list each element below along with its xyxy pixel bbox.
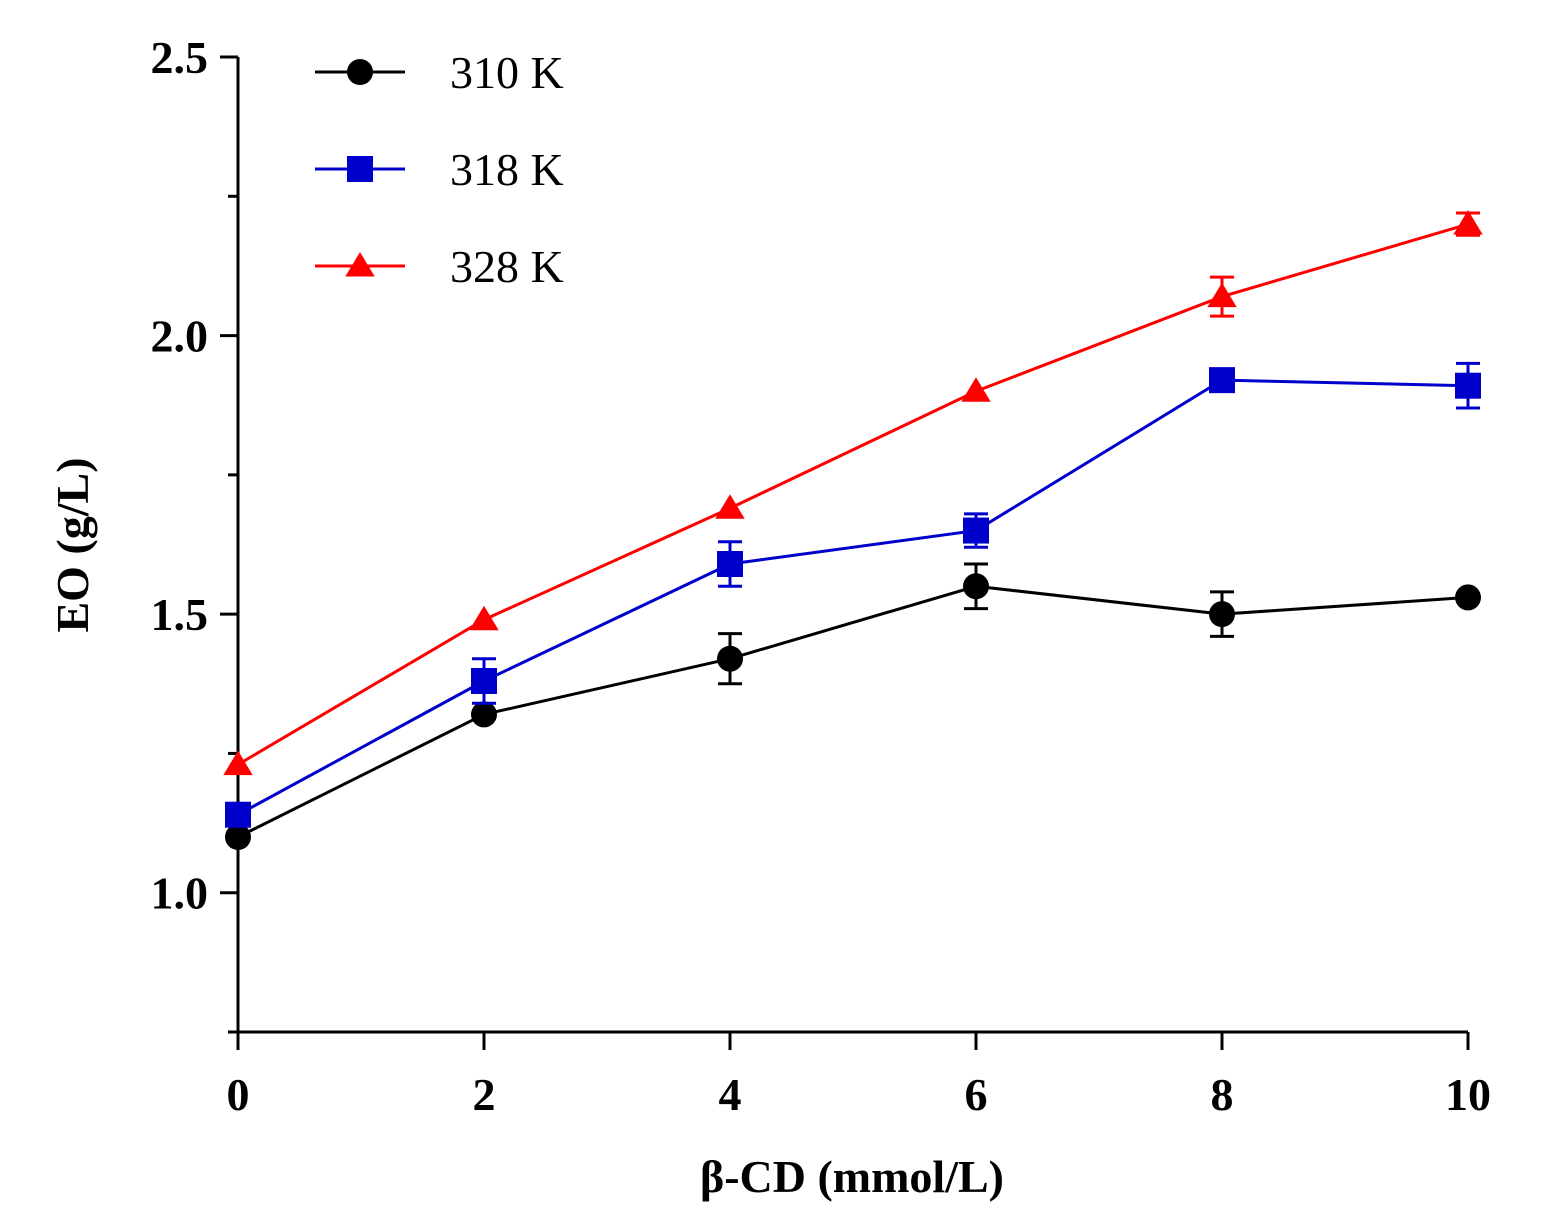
x-tick-label: 2 [473, 1069, 496, 1120]
axes: 1.0 1.5 2.0 2.5 0 2 4 6 8 10 [151, 32, 1492, 1120]
data-point [715, 494, 745, 519]
legend-label: 328 K [450, 241, 564, 292]
data-point [223, 750, 253, 776]
data-point [469, 605, 499, 631]
series-line [237, 584, 1469, 839]
data-point [225, 801, 251, 828]
x-tick-label: 6 [965, 1069, 988, 1120]
y-axis-title: EO (g/L) [47, 457, 98, 632]
data-point [1209, 601, 1235, 628]
y-tick-label: 1.0 [151, 868, 209, 919]
x-tick-label: 0 [227, 1069, 250, 1120]
data-point [961, 377, 991, 402]
series-310-k [225, 562, 1481, 850]
legend: 310 K 318 K 328 K [315, 47, 564, 292]
data-point [717, 645, 743, 672]
x-tick-label: 4 [719, 1069, 742, 1120]
data-point [1207, 282, 1237, 308]
data-point [1453, 210, 1483, 235]
series-328-k [223, 210, 1483, 776]
legend-label: 310 K [450, 47, 564, 98]
legend-item: 318 K [315, 144, 564, 195]
data-point [1455, 372, 1481, 399]
data-point [471, 668, 497, 694]
data-point [225, 824, 251, 850]
data-point [471, 701, 497, 728]
legend-marker [347, 156, 373, 182]
data-point [1455, 584, 1481, 611]
y-tick-label: 2.0 [151, 311, 209, 362]
series-layer [223, 210, 1483, 850]
data-point [717, 551, 743, 577]
legend-item: 310 K [315, 47, 564, 98]
y-tick-label: 1.5 [151, 589, 209, 640]
legend-marker [347, 59, 373, 85]
legend-label: 318 K [450, 144, 564, 195]
y-tick-label: 2.5 [151, 32, 209, 83]
x-axis-title: β-CD (mmol/L) [700, 1151, 1004, 1202]
legend-item: 328 K [315, 241, 564, 292]
series-line [237, 378, 1469, 817]
data-point [963, 517, 989, 544]
y-ticks: 1.0 1.5 2.0 2.5 [151, 32, 238, 1034]
series-line [237, 222, 1469, 766]
data-point [963, 573, 989, 600]
data-point [1209, 367, 1235, 394]
series-318-k [225, 361, 1481, 828]
x-tick-label: 10 [1445, 1069, 1491, 1120]
legend-marker [345, 252, 375, 277]
x-tick-label: 8 [1211, 1069, 1234, 1120]
x-ticks: 0 2 4 6 8 10 [227, 1032, 1491, 1120]
